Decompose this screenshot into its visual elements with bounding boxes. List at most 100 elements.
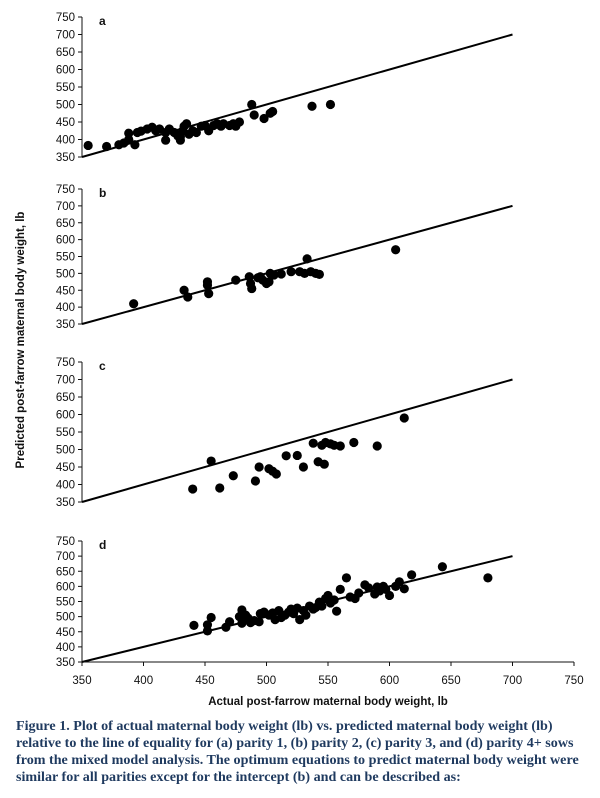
data-point bbox=[268, 106, 278, 117]
data-point bbox=[281, 451, 291, 461]
y-tick-label: 650 bbox=[56, 566, 75, 578]
y-tick-label: 350 bbox=[56, 319, 75, 331]
data-point bbox=[249, 110, 259, 120]
x-tick-label: 500 bbox=[257, 675, 276, 687]
data-point bbox=[301, 610, 311, 620]
data-point bbox=[202, 280, 213, 290]
y-tick-label: 750 bbox=[56, 536, 75, 548]
data-point bbox=[437, 562, 447, 572]
data-point bbox=[202, 626, 213, 636]
y-tick-label: 450 bbox=[56, 462, 75, 474]
panel-b: 350 400 450 500 550 600 650 700 750 b bbox=[56, 184, 513, 331]
data-point bbox=[341, 573, 352, 583]
data-point bbox=[302, 254, 312, 264]
y-tick-label: 400 bbox=[56, 302, 75, 314]
data-point bbox=[234, 117, 245, 127]
y-tick-label: 750 bbox=[56, 184, 75, 196]
data-point bbox=[181, 119, 192, 129]
data-point bbox=[308, 438, 318, 448]
data-point bbox=[83, 140, 93, 151]
y-tick-label: 400 bbox=[56, 135, 75, 147]
data-point bbox=[349, 437, 359, 448]
data-point bbox=[314, 269, 324, 279]
data-point bbox=[102, 141, 112, 152]
panel-label: c bbox=[99, 359, 106, 373]
data-point bbox=[264, 277, 274, 287]
y-tick-label: 700 bbox=[56, 551, 75, 563]
data-point bbox=[271, 469, 281, 479]
y-tick-label: 500 bbox=[56, 268, 75, 280]
data-point bbox=[254, 462, 264, 472]
y-tick-label: 550 bbox=[56, 427, 75, 439]
panel-label: b bbox=[99, 186, 106, 200]
y-axis-title: Predicted post-farrow maternal body weig… bbox=[15, 212, 27, 469]
data-point bbox=[399, 584, 409, 594]
x-tick-label: 350 bbox=[72, 675, 91, 687]
line-of-equality bbox=[81, 204, 513, 325]
y-tick-label: 650 bbox=[56, 47, 75, 59]
y-tick-label: 750 bbox=[56, 12, 75, 24]
data-point bbox=[228, 471, 238, 481]
data-point bbox=[354, 588, 364, 598]
data-point bbox=[363, 583, 374, 593]
y-tick-label: 500 bbox=[56, 612, 75, 624]
y-tick-label: 700 bbox=[56, 375, 75, 387]
data-point bbox=[204, 289, 214, 299]
y-tick-label: 450 bbox=[56, 117, 75, 129]
y-tick-label: 700 bbox=[56, 30, 75, 42]
data-point bbox=[276, 269, 286, 279]
y-tick-label: 350 bbox=[56, 152, 75, 164]
y-tick-label: 600 bbox=[56, 65, 75, 77]
x-axis-title: Actual post-farrow maternal body weight,… bbox=[208, 696, 448, 708]
data-point bbox=[254, 617, 264, 627]
y-tick-label: 550 bbox=[56, 597, 75, 609]
y-tick-label: 450 bbox=[56, 627, 75, 639]
data-point bbox=[188, 484, 198, 494]
y-tick-label: 350 bbox=[56, 657, 75, 669]
data-point bbox=[175, 135, 185, 145]
data-point bbox=[250, 476, 261, 486]
data-point bbox=[129, 299, 139, 309]
data-point bbox=[206, 456, 216, 466]
data-point bbox=[286, 267, 296, 277]
data-point bbox=[394, 577, 404, 587]
x-tick-label: 600 bbox=[380, 675, 399, 687]
x-tick-label: 400 bbox=[134, 675, 153, 687]
panel-c: 350 400 450 500 550 600 650 700 750 c bbox=[56, 357, 513, 509]
data-point bbox=[407, 570, 417, 580]
x-tick-label: 650 bbox=[441, 675, 460, 687]
y-tick-label: 600 bbox=[56, 410, 75, 422]
data-point bbox=[124, 134, 134, 145]
data-point bbox=[189, 620, 199, 630]
panel-a: 350 400 450 500 550 600 650 700 750 a bbox=[56, 12, 513, 164]
y-tick-label: 400 bbox=[56, 642, 75, 654]
data-point bbox=[225, 617, 235, 627]
y-tick-label: 700 bbox=[56, 201, 75, 213]
data-point bbox=[384, 590, 395, 601]
data-point bbox=[191, 127, 201, 138]
x-tick-label: 750 bbox=[564, 675, 583, 687]
data-point bbox=[124, 128, 134, 138]
line-of-equality bbox=[81, 378, 513, 503]
figure-panels: 350 400 450 500 550 600 650 700 750 a 350 400 450 500… bbox=[15, 12, 584, 708]
data-point bbox=[259, 113, 269, 124]
y-tick-label: 750 bbox=[56, 357, 75, 369]
data-point bbox=[206, 612, 216, 623]
panel-d: 350 400 450 500 550 600 650 700 750 d 350 400 450 500… bbox=[56, 536, 584, 687]
y-tick-label: 400 bbox=[56, 480, 75, 492]
data-point bbox=[325, 99, 336, 110]
data-point bbox=[269, 270, 279, 280]
data-point bbox=[247, 283, 257, 294]
data-point bbox=[183, 292, 193, 302]
data-point bbox=[391, 245, 401, 255]
data-point bbox=[399, 413, 409, 423]
data-point bbox=[307, 101, 317, 111]
y-tick-label: 600 bbox=[56, 235, 75, 247]
data-point bbox=[247, 99, 257, 110]
y-tick-label: 600 bbox=[56, 581, 75, 593]
data-point bbox=[319, 459, 329, 469]
data-point bbox=[335, 584, 345, 595]
figure-caption: Figure 1. Plot of actual maternal body w… bbox=[16, 718, 579, 785]
y-tick-label: 650 bbox=[56, 392, 75, 404]
data-point bbox=[372, 441, 382, 451]
